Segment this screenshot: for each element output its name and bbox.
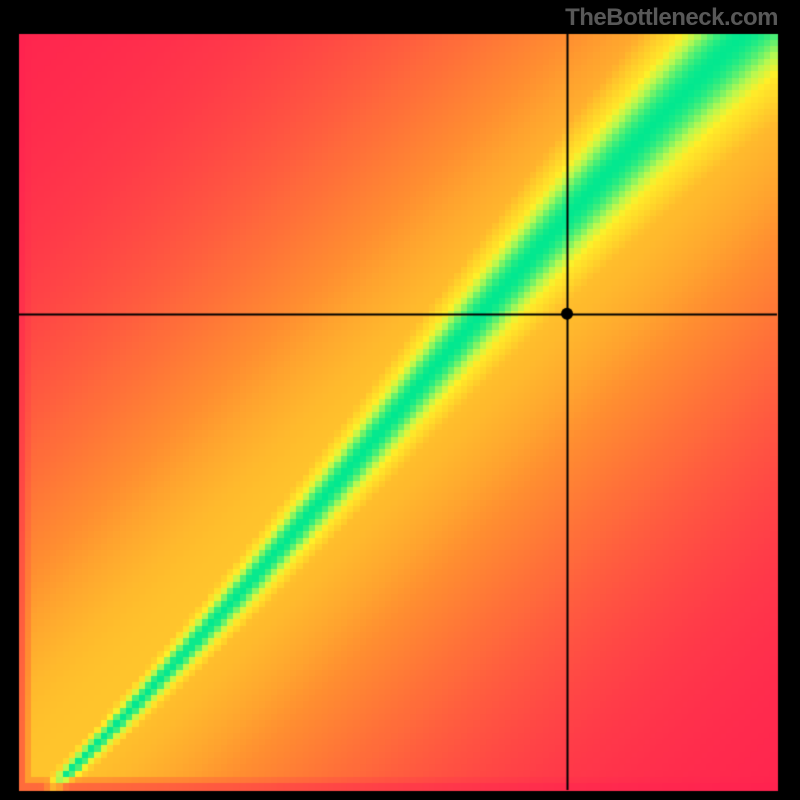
- chart-container: TheBottleneck.com: [0, 0, 800, 800]
- watermark-text: TheBottleneck.com: [565, 4, 778, 32]
- heatmap-canvas: [0, 0, 800, 800]
